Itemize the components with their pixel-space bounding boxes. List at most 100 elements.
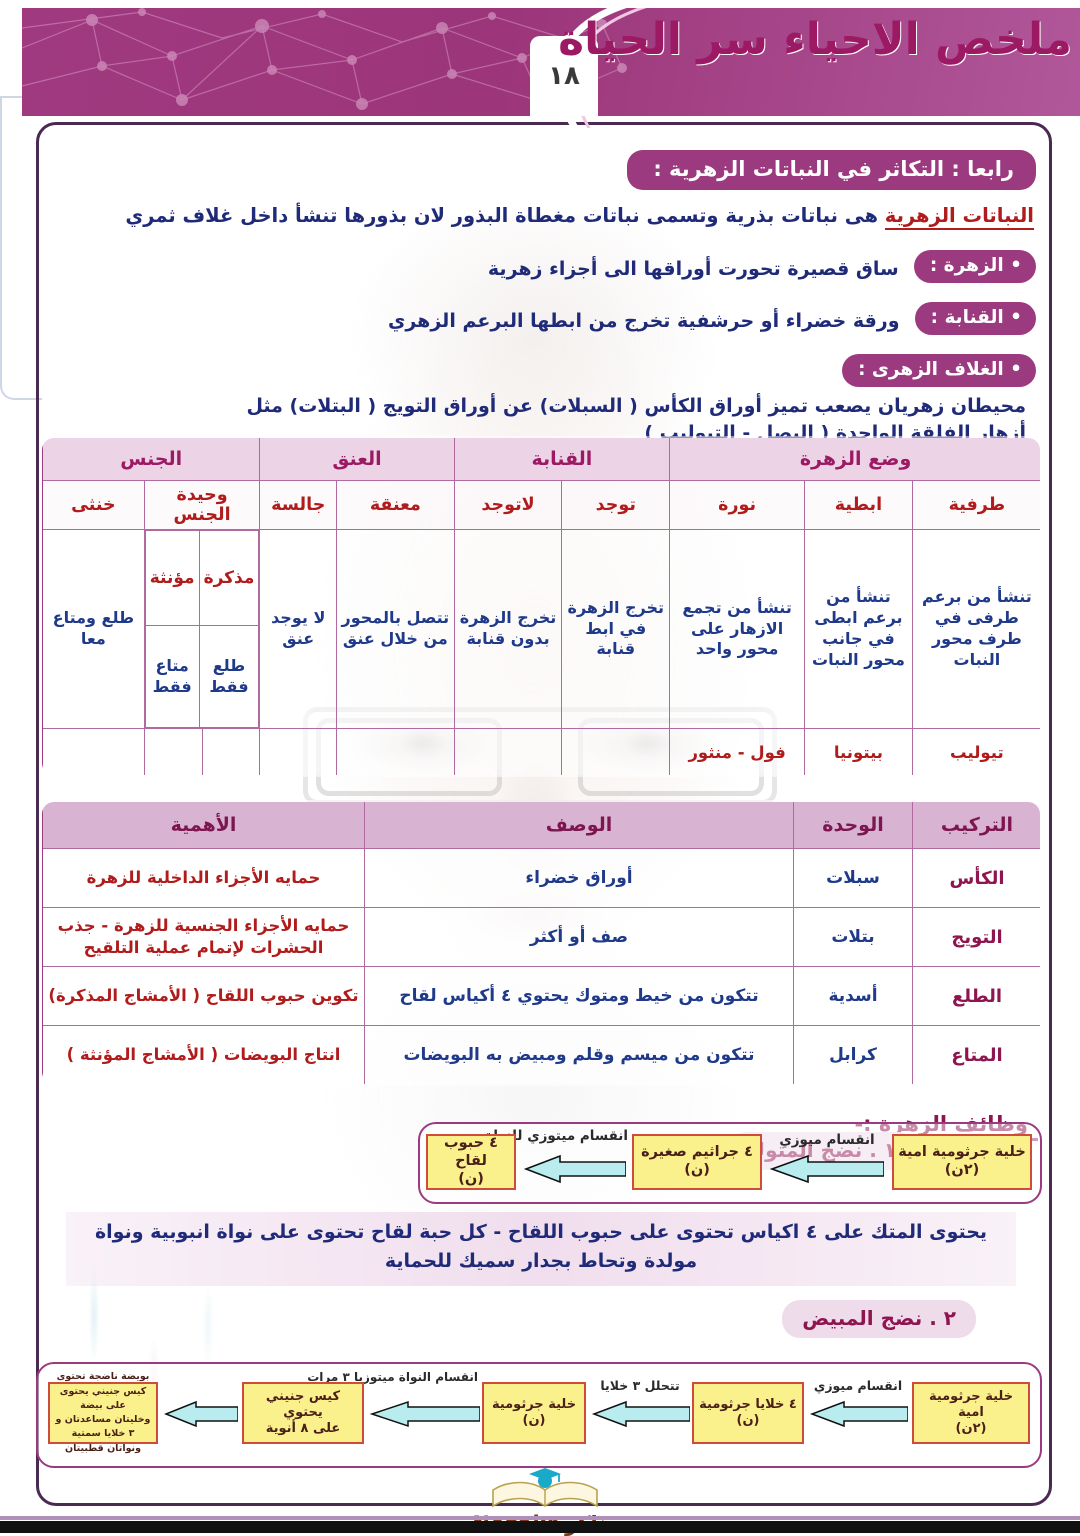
flow-arrow-1 — [768, 1154, 885, 1188]
bullet-row-bract: • القنابة : ورقة خضراء أو حرشفية تخرج من… — [46, 302, 1036, 335]
flower-classification-table: وضع الزهرة القنابة العنق الجنس طرفية ابط… — [40, 436, 1042, 777]
gender-hermaphrodite-value: طلع ومتاع معا — [42, 529, 145, 729]
table-row-examples: تيوليب بيتونيا فول - منثور — [42, 728, 1040, 775]
parts-header-unit: الوحدة — [793, 802, 913, 849]
flow-node-ovary-mother-cell: خلية جرثومية امية (٢ن) — [912, 1382, 1030, 1444]
flow-node-embryo-sac: كيس جنيني يحتوي على ٨ أنوية — [242, 1382, 364, 1444]
arrow-label-meiosis-2: انقسام ميوزي — [813, 1378, 903, 1393]
table-row-descriptions: تنشأ من برعم طرفى في طرف محور النبات تنش… — [42, 529, 1040, 729]
example-empty-2 — [453, 728, 563, 775]
subheader-bract-absent: لاتوجد — [453, 480, 563, 530]
arrow-label-mitosis-3x: انقسام النواة ميتوزيا ٣ مرات — [307, 1370, 478, 1384]
example-inflorescence: فول - منثور — [669, 728, 806, 775]
part-desc-calyx: أوراق خضراء — [364, 848, 794, 908]
bullet-label-perianth: • الغلاف الزهرى : — [842, 354, 1036, 387]
bullet-label-bract: • القنابة : — [914, 302, 1036, 335]
example-empty-1 — [561, 728, 671, 775]
parts-header-description: الوصف — [364, 802, 794, 849]
flow-arrow-6 — [162, 1400, 239, 1432]
part-desc-gynoecium: تتكون من ميسم وقلم ومبيض به البويضات — [364, 1025, 794, 1084]
flow-arrow-3 — [808, 1400, 909, 1432]
ovary-flow-frame: خلية جرثومية امية (٢ن) انقسام ميوزي ٤ خل… — [36, 1362, 1042, 1468]
flow-node-mother-cell: خلية جرثومية امية (٢ن) — [892, 1134, 1032, 1190]
part-unit-androecium: أسدية — [793, 966, 913, 1026]
flow-node-pollen-grains: ٤ حبوب لقاح (ن) — [426, 1134, 516, 1190]
gender-female-value: متاع فقط — [144, 625, 200, 728]
part-structure-androecium: الطلع — [912, 966, 1040, 1026]
page-number-tab: ١٨ — [530, 36, 598, 116]
anther-flow-frame: خلية جرثومية امية (٢ن) انقسام ميوزي ٤ جر… — [418, 1122, 1042, 1204]
gender-male-label: مذكرة — [198, 530, 260, 626]
group-header-stalk: العنق — [259, 438, 455, 481]
part-structure-gynoecium: المتاع — [912, 1025, 1040, 1084]
left-corner-flap — [0, 96, 42, 400]
footer-rule — [0, 1516, 1080, 1520]
desc-axillary: تنشأ من برعم ابطى في جانب محور النبات — [804, 529, 913, 729]
example-empty-7 — [42, 728, 145, 775]
bullet-label-flower: • الزهرة : — [913, 250, 1036, 283]
page-content: رابعا : التكاثر في النباتات الزهرية : ال… — [36, 122, 1046, 1500]
example-empty-3 — [336, 728, 455, 775]
desc-inflorescence: تنشأ من تجمع الازهار على محور واحد — [669, 529, 806, 729]
desc-bract-absent: تخرج الزهرة بدون قنابة — [453, 529, 563, 729]
definition-line: النباتات الزهرية هى نباتات بذرية وتسمى ن… — [54, 204, 1034, 230]
bullet-text-bract: ورقة خضراء أو حرشفية تخرج من ابطها البرع… — [387, 310, 900, 332]
example-empty-6 — [143, 728, 203, 775]
anther-note: يحتوى المتك على ٤ اكياس تحتوى على حبوب ا… — [66, 1212, 1016, 1286]
definition-keyword: النباتات الزهرية — [884, 204, 1034, 230]
part-importance-corolla: حمايه الأجزاء الجنسية للزهرة - جذب الحشر… — [42, 907, 365, 967]
table-row: الكأس سبلات أوراق خضراء حمايه الأجزاء ال… — [42, 848, 1040, 908]
subheader-inflorescence: نورة — [669, 480, 806, 530]
part-importance-androecium: تكوين حبوب اللقاح ( الأمشاج المذكرة) — [42, 966, 365, 1026]
parts-header-structure: التركيب — [912, 802, 1040, 849]
flow-arrow-5 — [368, 1400, 481, 1432]
example-empty-4 — [259, 728, 338, 775]
part-unit-corolla: بتلات — [793, 907, 913, 967]
table-row-groups: وضع الزهرة القنابة العنق الجنس — [42, 438, 1040, 481]
flow-arrow-2 — [522, 1154, 627, 1188]
subheader-hermaphrodite: خنثى — [42, 480, 145, 530]
subheader-unisexual: وحيدة الجنس — [143, 480, 261, 530]
table-row: التويج بتلات صف أو أكثر حمايه الأجزاء ال… — [42, 907, 1040, 967]
example-empty-5 — [201, 728, 261, 775]
table-row: الطلع أسدية تتكون من خيط ومتوك يحتوي ٤ أ… — [42, 966, 1040, 1026]
gender-subtable: مذكرة مؤنثة طلع فقط متاع فقط — [144, 530, 260, 728]
flower-parts-table: التركيب الوحدة الوصف الأهمية الكأس سبلات… — [40, 800, 1042, 1086]
part-desc-androecium: تتكون من خيط ومتوك يحتوي ٤ أكياس لقاح — [364, 966, 794, 1026]
desc-terminal: تنشأ من برعم طرفى في طرف محور النبات — [911, 529, 1040, 729]
subheader-stalked: معنقة — [336, 480, 455, 530]
gender-female-label: مؤنثة — [144, 530, 200, 626]
bullet-row-flower: • الزهرة : ساق قصيرة تحورت أوراقها الى أ… — [46, 250, 1036, 283]
example-axillary: بيتونيا — [804, 728, 913, 775]
desc-bract-present: تخرج الزهرة في ابط قنابة — [561, 529, 671, 729]
part-unit-gynoecium: كرابل — [793, 1025, 913, 1084]
subheader-sessile: جالسة — [259, 480, 338, 530]
example-terminal: تيوليب — [911, 728, 1040, 775]
part-unit-calyx: سبلات — [793, 848, 913, 908]
flow-node-four-cells: ٤ خلايا جرثومية (ن) — [692, 1382, 804, 1444]
table-row: المتاع كرابل تتكون من ميسم وقلم ومبيض به… — [42, 1025, 1040, 1084]
arrow-label-meiosis-1: انقسام ميوزي — [779, 1132, 875, 1148]
arrow-label-mitosis-1: انقسام ميتوزي للنواة — [485, 1128, 628, 1144]
arrow-label-degenerate: تتحلل ٣ خلايا — [600, 1378, 680, 1393]
parts-table-header-row: التركيب الوحدة الوصف الأهمية — [42, 802, 1040, 849]
part-importance-gynoecium: انتاج البويضات ( الأمشاج المؤنثة ) — [42, 1025, 365, 1084]
group-header-flower-position: وضع الزهرة — [669, 438, 1040, 481]
group-header-sex: الجنس — [42, 438, 261, 481]
gender-male-value: طلع فقط — [198, 625, 260, 728]
flow-node-microspores: ٤ جراثيم صغيرة (ن) — [632, 1134, 762, 1190]
top-banner: ١٨ — [22, 8, 1080, 128]
section-banner: رابعا : التكاثر في النباتات الزهرية : — [627, 150, 1036, 190]
flow-node-mature-ovule: بويضة ناضجة تحتوى كيس جنيني يحتوى على بي… — [48, 1371, 158, 1454]
desc-sessile: لا يوجد عنق — [259, 529, 338, 729]
part-structure-calyx: الكأس — [912, 848, 1040, 908]
table-row-subheaders: طرفية ابطية نورة توجد لاتوجد معنقة جالسة… — [42, 480, 1040, 530]
part-desc-corolla: صف أو أكثر — [364, 907, 794, 967]
page-title: ملخص الاحياء سر الحياة — [558, 14, 1073, 65]
footer-black-bar — [0, 1521, 1080, 1533]
group-header-bract: القنابة — [453, 438, 671, 481]
subheader-bract-present: توجد — [561, 480, 671, 530]
parts-header-importance: الأهمية — [42, 802, 365, 849]
bullet-text-flower: ساق قصيرة تحورت أوراقها الى أجزاء زهرية — [487, 258, 899, 280]
definition-text: هى نباتات بذرية وتسمى نباتات مغطاة البذو… — [125, 204, 878, 227]
